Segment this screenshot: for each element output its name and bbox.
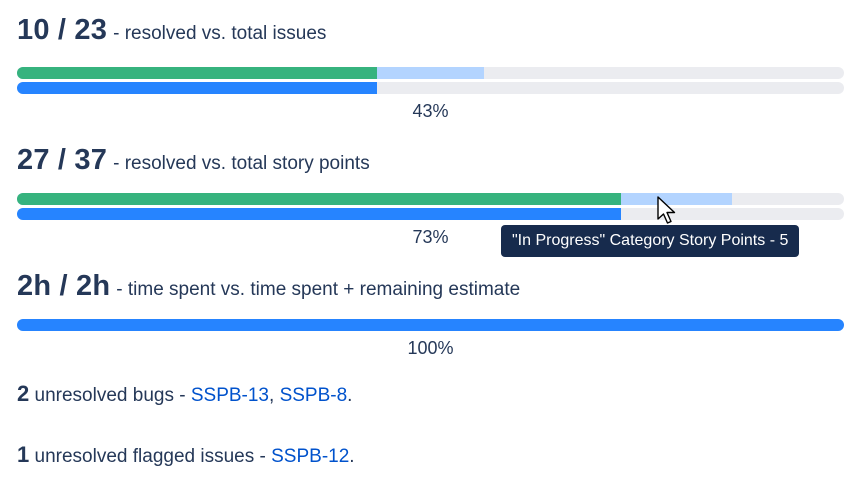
in-progress-tooltip: "In Progress" Category Story Points - 5	[501, 225, 800, 257]
story-points-description: - resolved vs. total story points	[113, 153, 370, 174]
issues-progress-section: 10 / 23 - resolved vs. total issues 43%	[17, 14, 844, 121]
unresolved-flagged-count: 1	[17, 442, 30, 467]
story-points-resolved-fill	[17, 193, 621, 205]
time-spent-bar[interactable]	[17, 319, 844, 331]
time-spent-fill	[17, 319, 844, 331]
unresolved-bugs-line: 2 unresolved bugs - SSPB-13, SSPB-8.	[17, 381, 352, 407]
flagged-end: .	[349, 446, 355, 467]
story-points-estimate-bar[interactable]	[17, 208, 844, 220]
issues-headline: 10 / 23 - resolved vs. total issues	[17, 14, 844, 47]
story-points-headline: 27 / 37 - resolved vs. total story point…	[17, 144, 844, 177]
story-points-progress-section: 27 / 37 - resolved vs. total story point…	[17, 144, 844, 247]
mouse-pointer-icon	[657, 196, 676, 224]
flagged-link-sspb-12[interactable]: SSPB-12	[271, 446, 350, 467]
time-count: 2h / 2h	[17, 270, 111, 302]
issues-description: - resolved vs. total issues	[113, 23, 327, 44]
bugs-separator: ,	[269, 385, 280, 406]
issues-count: 10 / 23	[17, 14, 108, 46]
issues-resolved-fill	[17, 67, 377, 79]
bugs-end: .	[347, 385, 353, 406]
story-points-status-bar[interactable]	[17, 193, 844, 205]
issues-estimate-fill	[17, 82, 377, 94]
unresolved-bugs-count: 2	[17, 381, 30, 406]
bug-link-sspb-13[interactable]: SSPB-13	[190, 385, 269, 406]
time-percent: 100%	[407, 338, 454, 358]
story-points-estimate-fill	[17, 208, 621, 220]
bug-link-sspb-8[interactable]: SSPB-8	[279, 385, 348, 406]
unresolved-flagged-line: 1 unresolved flagged issues - SSPB-12.	[17, 442, 355, 468]
issues-status-bar[interactable]	[17, 67, 844, 79]
time-description: - time spent vs. time spent + remaining …	[116, 279, 521, 300]
issues-estimate-bar[interactable]	[17, 82, 844, 94]
story-points-count: 27 / 37	[17, 144, 108, 176]
time-progress-section: 2h / 2h - time spent vs. time spent + re…	[17, 270, 844, 358]
unresolved-bugs-text: unresolved bugs -	[29, 385, 191, 406]
time-headline: 2h / 2h - time spent vs. time spent + re…	[17, 270, 844, 303]
story-points-percent: 73%	[412, 227, 449, 247]
issues-percent: 43%	[412, 101, 449, 121]
unresolved-flagged-text: unresolved flagged issues -	[29, 446, 272, 467]
